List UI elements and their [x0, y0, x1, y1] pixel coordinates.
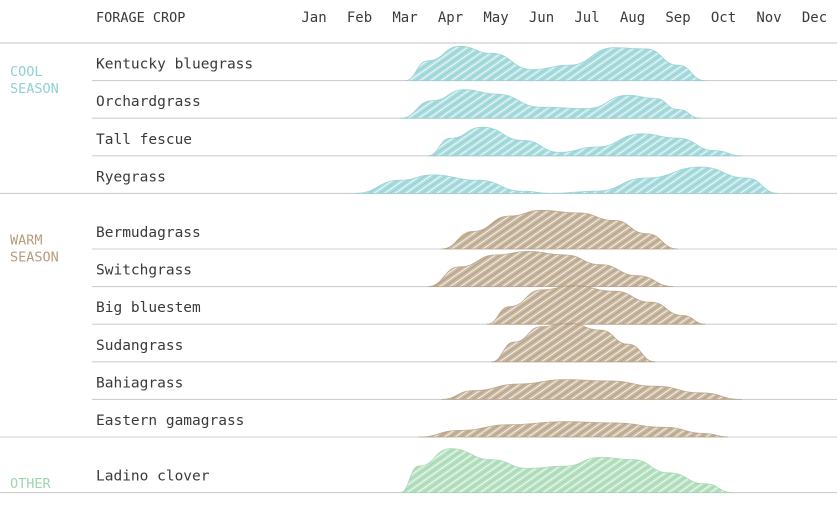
month-label-sep: Sep [665, 10, 690, 26]
crop-label-ryegrass: Ryegrass [96, 169, 166, 185]
month-label-oct: Oct [711, 10, 736, 26]
group-label-0: COOL SEASON [10, 64, 59, 97]
growth-area-kentucky-bluegrass [404, 45, 706, 81]
month-label-mar: Mar [392, 10, 417, 26]
month-label-jul: Jul [574, 10, 599, 26]
growth-area-eastern-gamagrass [418, 421, 729, 438]
growth-areas [354, 45, 779, 493]
month-label-jun: Jun [529, 10, 554, 26]
crop-label-bahiagrass: Bahiagrass [96, 375, 183, 391]
crop-label-orchardgrass: Orchardgrass [96, 94, 201, 110]
growth-area-switchgrass [427, 250, 674, 287]
group-label-2: OTHER [10, 476, 52, 492]
crop-column-header: FORAGE CROP [96, 10, 185, 26]
growth-area-sudangrass [491, 322, 656, 363]
growth-area-tall-fescue [427, 126, 742, 157]
growth-area-big-bluestem [486, 285, 706, 325]
crop-label-sudangrass: Sudangrass [96, 338, 183, 354]
month-label-dec: Dec [802, 10, 827, 26]
crop-label-eastern-gamagrass: Eastern gamagrass [96, 413, 244, 429]
crop-label-kentucky-bluegrass: Kentucky bluegrass [96, 57, 253, 73]
growth-area-orchardgrass [400, 89, 701, 119]
month-label-nov: Nov [756, 10, 781, 26]
labels: FORAGE CROP Jan Feb Mar Apr May Jun Jul Aug Sep O… [10, 10, 827, 492]
growth-area-ryegrass [354, 166, 779, 194]
month-label-apr: Apr [438, 10, 463, 26]
crop-label-bermudagrass: Bermudagrass [96, 225, 201, 241]
crop-label-big-bluestem: Big bluestem [96, 300, 201, 316]
crop-label-ladino-clover: Ladino clover [96, 469, 210, 485]
month-label-may: May [483, 10, 508, 26]
month-label-jan: Jan [301, 10, 326, 26]
group-label-1: WARM SEASON [10, 232, 59, 265]
growth-area-ladino-clover [400, 448, 733, 493]
growth-area-bahiagrass [441, 379, 742, 400]
growth-area-bermudagrass [441, 209, 679, 250]
crop-label-tall-fescue: Tall fescue [96, 132, 192, 148]
month-label-aug: Aug [620, 10, 645, 26]
crop-label-switchgrass: Switchgrass [96, 263, 192, 279]
month-label-feb: Feb [347, 10, 372, 26]
